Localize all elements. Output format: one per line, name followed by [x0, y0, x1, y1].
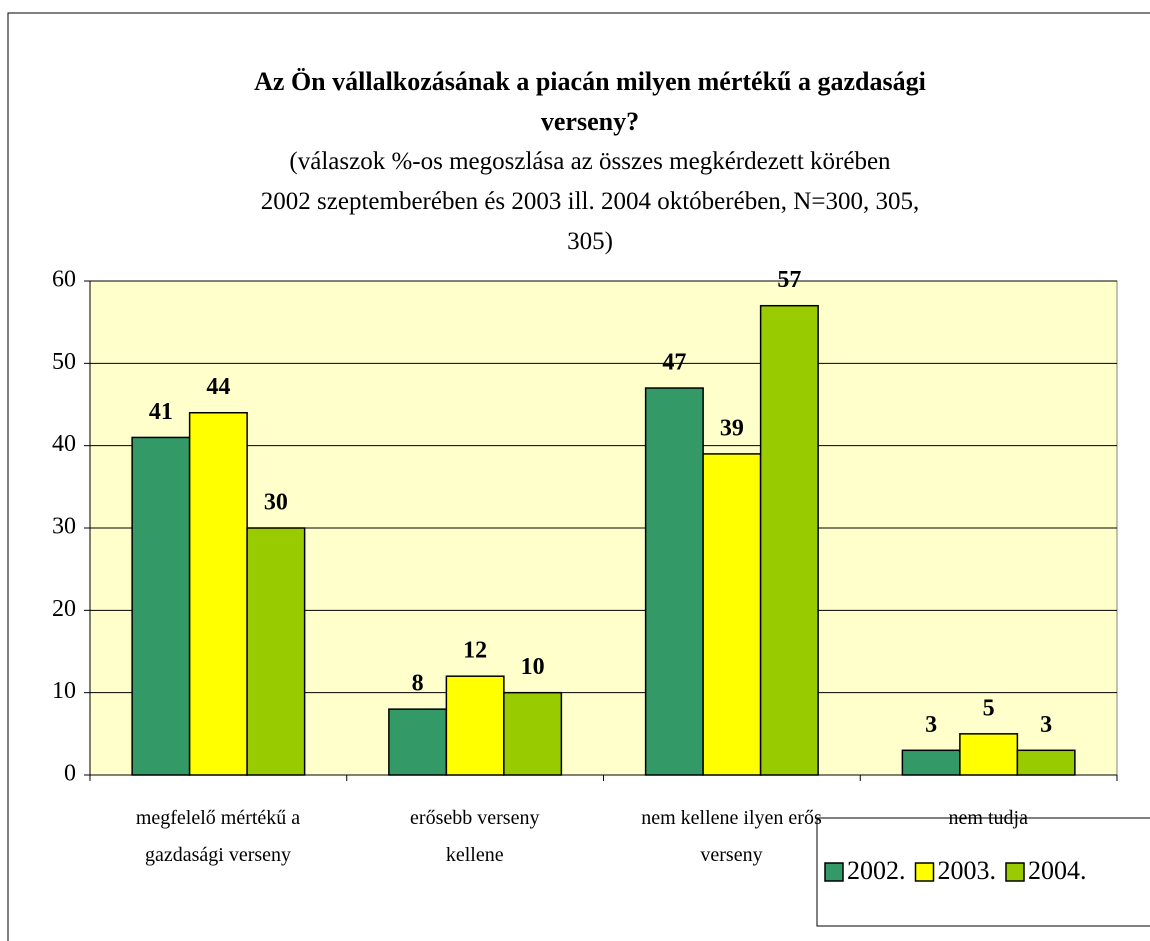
y-tick-label: 50: [52, 349, 76, 375]
data-label: 41: [149, 399, 173, 425]
bar: [959, 733, 1019, 776]
bar: [131, 436, 191, 776]
y-tick-label: 0: [64, 761, 76, 787]
chart-frame: [7, 12, 1150, 941]
y-tick-label: 40: [52, 431, 76, 457]
legend-label: 2002.: [847, 856, 906, 885]
chart-subtitle: (válaszok %-os megoszlása az összes megk…: [260, 148, 920, 255]
bar: [901, 749, 961, 776]
data-label: 3: [1040, 712, 1052, 738]
legend-label: 2004.: [1028, 856, 1087, 885]
legend-swatch: [824, 862, 844, 882]
data-label: 57: [777, 267, 801, 293]
data-label: 44: [206, 374, 230, 400]
legend-box: [816, 817, 1150, 927]
bar: [702, 453, 762, 776]
x-tick-label: erősebb verseny kellene: [410, 807, 540, 866]
legend-label: 2003.: [938, 856, 997, 885]
bar: [644, 387, 704, 776]
data-label: 12: [463, 638, 487, 664]
bar: [388, 708, 448, 776]
bar: [1016, 749, 1076, 776]
legend-swatch: [1005, 862, 1025, 882]
x-tick-label: nem kellene ilyen erős verseny: [641, 807, 822, 866]
bar: [759, 304, 819, 776]
data-label: 3: [925, 712, 937, 738]
data-label: 10: [521, 654, 545, 680]
y-tick-label: 60: [52, 267, 76, 293]
x-tick-label: nem tudja: [948, 807, 1028, 829]
bar: [445, 675, 505, 776]
bar: [503, 691, 563, 776]
data-label: 8: [412, 671, 424, 697]
data-label: 30: [264, 490, 288, 516]
y-tick-label: 10: [52, 678, 76, 704]
data-label: 47: [662, 350, 686, 376]
x-tick-label: megfelelő mértékű a gazdasági verseny: [135, 807, 301, 866]
chart-title: Az Ön vállalkozásának a piacán milyen mé…: [254, 67, 926, 136]
bar: [188, 411, 248, 776]
y-tick-label: 30: [52, 514, 76, 540]
y-tick-label: 20: [52, 596, 76, 622]
bar: [246, 527, 306, 776]
data-label: 39: [720, 415, 744, 441]
legend-swatch: [914, 862, 935, 882]
data-label: 5: [983, 695, 995, 721]
